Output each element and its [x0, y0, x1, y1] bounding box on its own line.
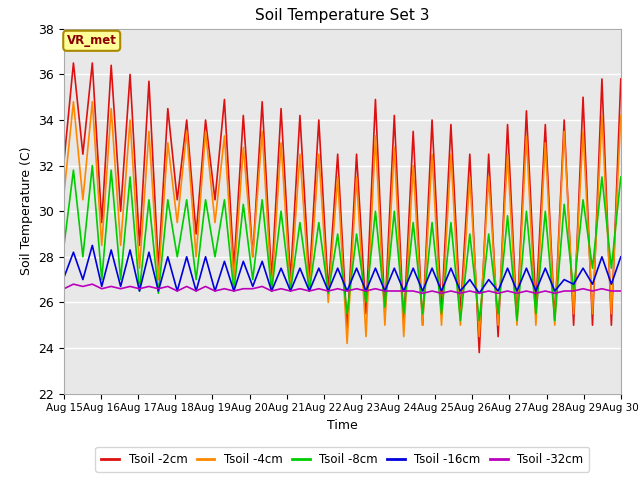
Tsoil -8cm — [230, 288, 237, 294]
Tsoil -4cm — [211, 220, 219, 226]
Line: Tsoil -16cm: Tsoil -16cm — [64, 245, 621, 293]
Tsoil -16cm — [259, 258, 266, 264]
Tsoil -16cm — [476, 290, 483, 296]
Tsoil -16cm — [230, 288, 237, 294]
Tsoil -32cm — [428, 288, 436, 294]
Tsoil -4cm — [428, 151, 436, 157]
Tsoil -8cm — [617, 174, 625, 180]
Tsoil -16cm — [88, 242, 96, 248]
Tsoil -8cm — [211, 254, 219, 260]
Tsoil -32cm — [70, 281, 77, 287]
Tsoil -4cm — [259, 129, 266, 134]
Tsoil -2cm — [476, 350, 483, 356]
Tsoil -16cm — [419, 288, 426, 294]
Line: Tsoil -2cm: Tsoil -2cm — [64, 63, 621, 353]
Tsoil -4cm — [343, 341, 351, 347]
Tsoil -4cm — [617, 112, 625, 118]
Tsoil -8cm — [88, 163, 96, 168]
Tsoil -4cm — [249, 254, 257, 260]
Tsoil -2cm — [60, 158, 68, 164]
Tsoil -32cm — [259, 284, 266, 289]
Tsoil -32cm — [249, 286, 257, 292]
X-axis label: Time: Time — [327, 419, 358, 432]
Tsoil -32cm — [419, 290, 426, 296]
Tsoil -32cm — [164, 284, 172, 289]
Tsoil -2cm — [230, 265, 237, 271]
Tsoil -16cm — [249, 284, 257, 289]
Tsoil -4cm — [164, 140, 172, 146]
Tsoil -16cm — [60, 275, 68, 280]
Tsoil -4cm — [60, 190, 68, 196]
Y-axis label: Soil Temperature (C): Soil Temperature (C) — [20, 147, 33, 276]
Tsoil -8cm — [164, 197, 172, 203]
Tsoil -8cm — [456, 318, 464, 324]
Line: Tsoil -32cm: Tsoil -32cm — [64, 284, 621, 293]
Tsoil -2cm — [70, 60, 77, 66]
Tsoil -8cm — [419, 311, 426, 317]
Tsoil -2cm — [259, 99, 266, 105]
Tsoil -8cm — [259, 197, 266, 203]
Tsoil -4cm — [70, 99, 77, 105]
Tsoil -16cm — [211, 288, 219, 294]
Line: Tsoil -8cm: Tsoil -8cm — [64, 166, 621, 321]
Tsoil -2cm — [419, 323, 426, 328]
Tsoil -32cm — [60, 286, 68, 292]
Tsoil -4cm — [230, 276, 237, 282]
Legend: Tsoil -2cm, Tsoil -4cm, Tsoil -8cm, Tsoil -16cm, Tsoil -32cm: Tsoil -2cm, Tsoil -4cm, Tsoil -8cm, Tsoi… — [95, 447, 589, 472]
Tsoil -2cm — [164, 106, 172, 111]
Tsoil -32cm — [617, 288, 625, 294]
Text: VR_met: VR_met — [67, 34, 116, 47]
Line: Tsoil -4cm: Tsoil -4cm — [64, 102, 621, 344]
Tsoil -32cm — [230, 288, 237, 294]
Tsoil -8cm — [249, 276, 257, 282]
Tsoil -16cm — [164, 254, 172, 260]
Title: Soil Temperature Set 3: Soil Temperature Set 3 — [255, 9, 429, 24]
Tsoil -32cm — [211, 288, 219, 294]
Tsoil -16cm — [617, 254, 625, 260]
Tsoil -2cm — [211, 197, 219, 203]
Tsoil -2cm — [617, 76, 625, 82]
Tsoil -2cm — [249, 254, 257, 260]
Tsoil -8cm — [60, 242, 68, 248]
